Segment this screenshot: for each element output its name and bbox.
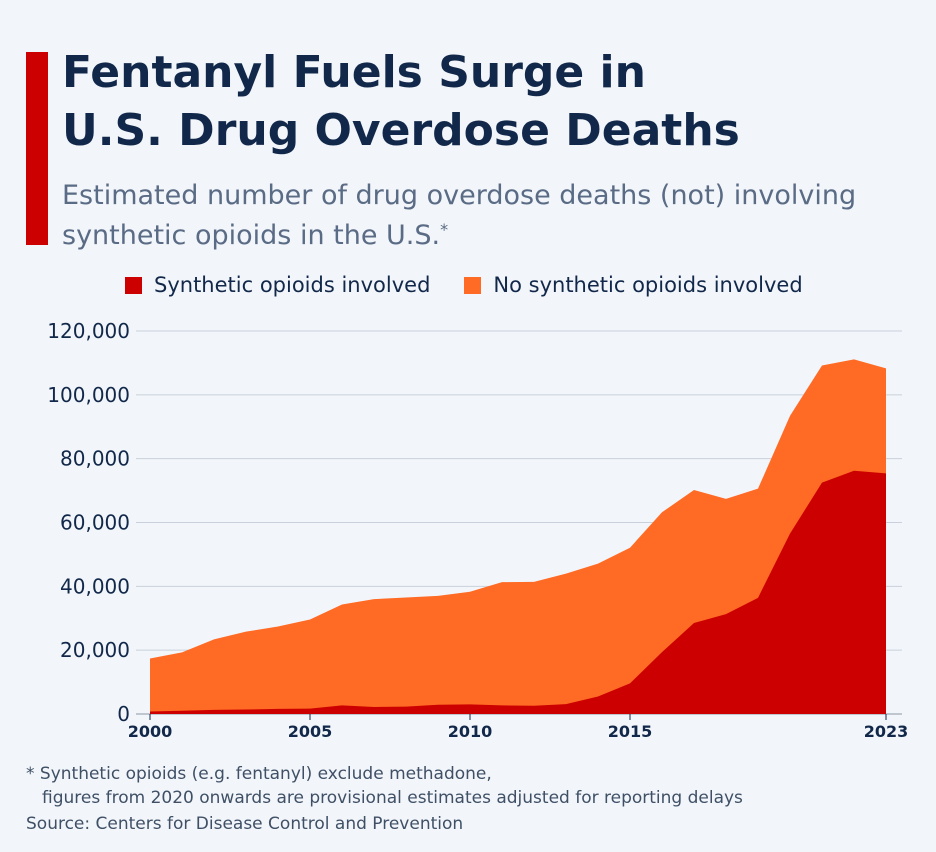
area-chart: 0 20,000 40,000 60,000 80,000 100,000 120,000 2… <box>47 319 909 741</box>
subtitle-footnote-mark: * <box>440 220 449 239</box>
legend-item-synthetic: Synthetic opioids involved <box>125 273 430 297</box>
chart-title: Fentanyl Fuels Surge in U.S. Drug Overdo… <box>62 44 922 160</box>
legend-label-no-synthetic: No synthetic opioids involved <box>493 273 803 297</box>
subtitle-line-1: Estimated number of drug overdose deaths… <box>62 180 857 211</box>
footnote-line-2: figures from 2020 onwards are provisiona… <box>42 788 743 808</box>
footnote: * Synthetic opioids (e.g. fentanyl) excl… <box>26 762 743 810</box>
subtitle-line-2: synthetic opioids in the U.S. <box>62 220 441 251</box>
y-tick-label: 0 <box>117 702 130 726</box>
area-synthetic <box>150 470 886 714</box>
y-tick-label: 20,000 <box>60 638 130 662</box>
chart-subtitle: Estimated number of drug overdose deaths… <box>62 176 922 256</box>
x-tick-label: 2005 <box>288 722 333 741</box>
x-tick-label: 2010 <box>448 722 493 741</box>
source-note: Source: Centers for Disease Control and … <box>26 814 464 834</box>
chart-legend: Synthetic opioids involved No synthetic … <box>125 273 837 297</box>
title-line-2: U.S. Drug Overdose Deaths <box>62 105 740 156</box>
legend-item-no-synthetic: No synthetic opioids involved <box>464 273 803 297</box>
x-tick-label: 2023 <box>864 722 909 741</box>
x-tick-label: 2000 <box>128 722 173 741</box>
x-tick-label: 2015 <box>608 722 653 741</box>
y-tick-label: 120,000 <box>47 319 130 343</box>
legend-label-synthetic: Synthetic opioids involved <box>154 273 431 297</box>
y-tick-label: 40,000 <box>60 574 130 598</box>
y-tick-label: 100,000 <box>47 383 130 407</box>
legend-swatch-synthetic <box>125 276 142 294</box>
y-tick-label: 60,000 <box>60 511 130 535</box>
y-tick-label: 80,000 <box>60 447 130 471</box>
title-line-1: Fentanyl Fuels Surge in <box>62 47 646 98</box>
legend-swatch-no-synthetic <box>464 276 482 294</box>
title-accent-bar <box>26 52 48 245</box>
footnote-line-1: * Synthetic opioids (e.g. fentanyl) excl… <box>26 764 492 784</box>
